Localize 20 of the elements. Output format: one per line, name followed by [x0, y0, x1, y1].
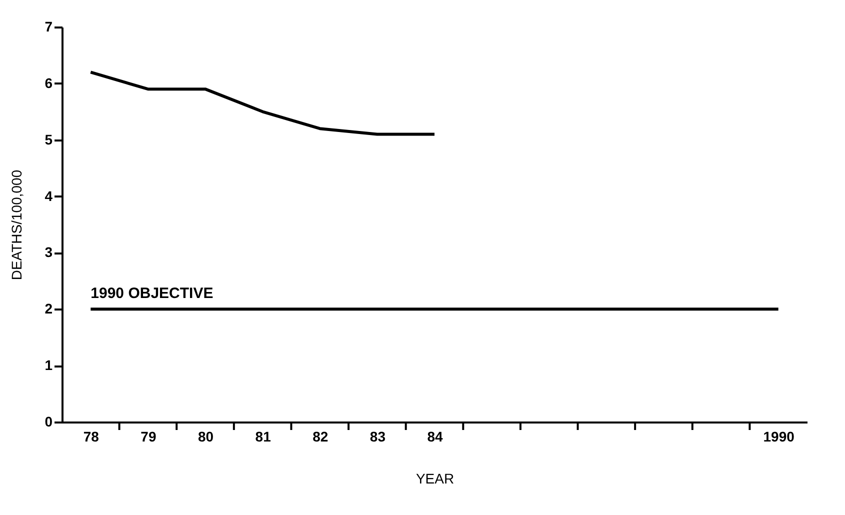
- y-tick-label: 3: [44, 244, 53, 260]
- x-tick-label: 80: [198, 428, 214, 444]
- y-tick-label: 2: [44, 300, 53, 317]
- y-tick-label: 5: [44, 131, 53, 148]
- y-tick-label: 1: [44, 357, 53, 374]
- x-tick-label: 78: [83, 428, 100, 444]
- y-tick-label: 4: [44, 188, 53, 204]
- x-tick-label: 79: [140, 428, 156, 444]
- x-tick-label: 83: [370, 428, 386, 444]
- x-axis-title: YEAR: [416, 470, 454, 486]
- line-series: [89, 70, 436, 136]
- x-tick-label: 1990: [763, 428, 795, 444]
- x-tick-label: 82: [312, 428, 328, 444]
- y-tick-label: 7: [44, 18, 53, 34]
- y-tick-label: 6: [44, 74, 53, 91]
- y-axis-title: DEATHS/100,000: [8, 170, 25, 280]
- x-tick-label: 81: [255, 428, 272, 444]
- y-tick-label: 0: [44, 414, 53, 430]
- x-tick-label: 84: [427, 428, 443, 444]
- series-label: 1990 OBJECTIVE: [90, 285, 214, 302]
